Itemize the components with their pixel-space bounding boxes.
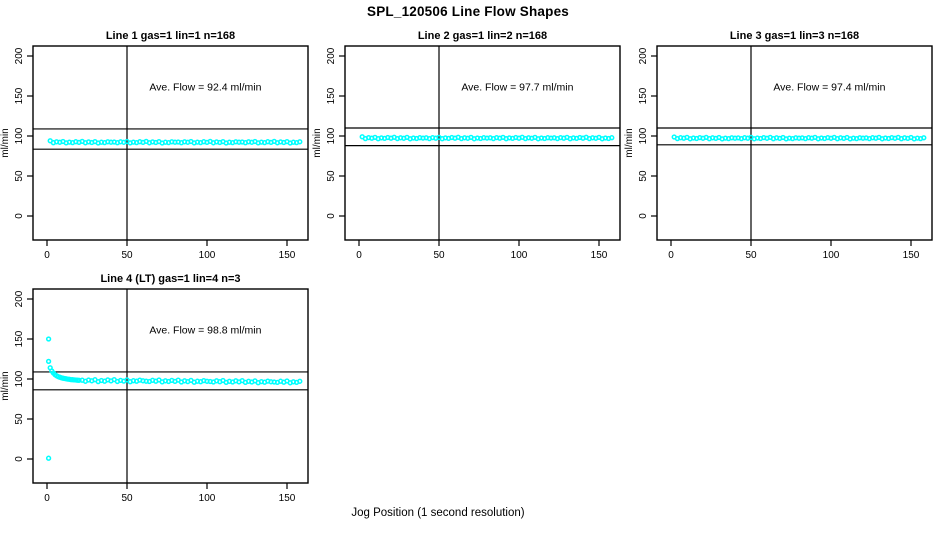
y-tick-label: 100 [14, 127, 25, 144]
x-tick-label: 150 [903, 250, 920, 261]
y-tick-label: 200 [14, 47, 25, 64]
ave-flow-annotation: Ave. Flow = 97.4 ml/min [773, 81, 885, 93]
x-tick-label: 0 [356, 250, 362, 261]
subplot-title: Line 2 gas=1 lin=2 n=168 [418, 30, 547, 42]
y-axis-label: ml/min [624, 128, 635, 157]
x-tick-label: 0 [44, 250, 50, 261]
ave-flow-annotation: Ave. Flow = 98.8 ml/min [149, 324, 261, 336]
y-axis-label: ml/min [0, 128, 11, 157]
y-axis-label: ml/min [312, 128, 323, 157]
y-tick-label: 200 [326, 47, 337, 64]
y-tick-label: 0 [326, 213, 337, 219]
y-tick-label: 0 [14, 213, 25, 219]
data-points [671, 134, 927, 142]
x-tick-label: 100 [511, 250, 528, 261]
data-points [47, 138, 303, 146]
subplot-1: Line 1 gas=1 lin=1 n=168 0 50 100 150 0 50 100 1… [0, 30, 309, 261]
y-tick-label: 100 [14, 370, 25, 387]
x-tick-label: 0 [668, 250, 674, 261]
x-tick-label: 100 [199, 250, 216, 261]
y-tick-label: 0 [638, 213, 649, 219]
main-title: SPL_120506 Line Flow Shapes [367, 4, 569, 19]
ave-flow-annotation: Ave. Flow = 97.7 ml/min [461, 81, 573, 93]
plot-frame [32, 288, 309, 484]
y-tick-label: 50 [638, 170, 649, 182]
x-tick-label: 50 [433, 250, 445, 261]
y-tick-label: 50 [14, 170, 25, 182]
y-axis-label: ml/min [0, 371, 11, 400]
x-axis-global-label: Jog Position (1 second resolution) [351, 507, 525, 519]
x-tick-label: 150 [279, 250, 296, 261]
y-tick-label: 150 [14, 330, 25, 347]
plot-frame [32, 45, 309, 241]
y-tick-label: 150 [638, 87, 649, 104]
x-tick-label: 100 [823, 250, 840, 261]
subplot-4: Line 4 (LT) gas=1 lin=4 n=3 0 50 100 150 0 50 1… [0, 273, 309, 504]
ave-flow-annotation: Ave. Flow = 92.4 ml/min [149, 81, 261, 93]
x-tick-label: 150 [279, 493, 296, 504]
y-tick-label: 150 [14, 87, 25, 104]
y-tick-label: 50 [14, 413, 25, 425]
y-tick-label: 100 [326, 127, 337, 144]
plot-frame [656, 45, 933, 241]
y-tick-label: 50 [326, 170, 337, 182]
y-tick-label: 200 [638, 47, 649, 64]
subplot-title: Line 1 gas=1 lin=1 n=168 [106, 30, 235, 42]
x-tick-label: 0 [44, 493, 50, 504]
x-tick-label: 150 [591, 250, 608, 261]
x-tick-label: 50 [121, 493, 133, 504]
y-tick-label: 100 [638, 127, 649, 144]
y-tick-label: 200 [14, 290, 25, 307]
x-tick-label: 100 [199, 493, 216, 504]
data-points [359, 134, 615, 142]
x-tick-label: 50 [745, 250, 757, 261]
x-tick-label: 50 [121, 250, 133, 261]
y-tick-label: 150 [326, 87, 337, 104]
subplot-3: Line 3 gas=1 lin=3 n=168 0 50 100 150 0 50 100 1… [624, 30, 933, 261]
data-points [45, 336, 303, 461]
subplot-title: Line 4 (LT) gas=1 lin=4 n=3 [100, 273, 240, 285]
subplot-2: Line 2 gas=1 lin=2 n=168 0 50 100 150 0 50 100 1… [312, 30, 621, 261]
subplot-title: Line 3 gas=1 lin=3 n=168 [730, 30, 859, 42]
plot-frame [344, 45, 621, 241]
y-tick-label: 0 [14, 456, 25, 462]
